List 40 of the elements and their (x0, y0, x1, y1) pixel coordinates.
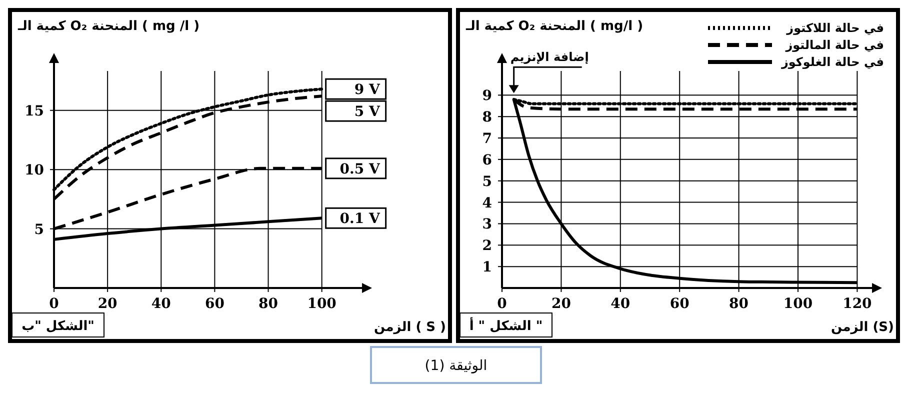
x-tick-label: 60 (670, 296, 690, 312)
text: الشكل " أ " (469, 317, 543, 334)
series-label: 0.1 V (340, 211, 381, 228)
y-tick-label: 1 (482, 260, 492, 276)
x-axis-title: الزمن ( S ) (374, 320, 446, 335)
x-tick-label: 0 (49, 296, 60, 312)
y-tick-label: 2 (482, 238, 492, 254)
y-tick-label: 9 (482, 88, 492, 104)
y-tick-label: 4 (482, 195, 492, 212)
x-tick-label: 80 (729, 296, 749, 312)
legend-label: في حالة اللاكتوز (786, 21, 884, 35)
y-tick-label: 15 (24, 103, 44, 120)
legend-label: في حالة الغلوكوز (780, 55, 884, 69)
x-tick-label: 20 (551, 296, 572, 312)
y-tick-label: 8 (482, 110, 492, 126)
series-label: 0.5 V (340, 161, 381, 178)
x-axis-title: الزمن (S) (831, 320, 894, 335)
x-tick-label: 60 (204, 296, 225, 312)
y-tick-label: 5 (34, 222, 44, 238)
y-tick-label: 7 (482, 131, 492, 147)
text: 9 V (354, 82, 381, 98)
y-axis-title: كمية الـ O₂ المنحنة ( mg /l ) (17, 19, 200, 34)
annotation: إضافة الإنزيم (510, 50, 589, 64)
x-tick-label: 40 (610, 296, 630, 312)
text: الوثيقة (1) (424, 358, 488, 374)
x-tick-label: 40 (151, 296, 172, 312)
y-tick-label: 3 (482, 216, 492, 233)
x-tick-label: 80 (258, 296, 278, 312)
y-axis-title: كمية الـ O₂ المنحنة ( mg/l ) (465, 19, 644, 34)
y-tick-label: 5 (482, 174, 492, 190)
text: الشكل "ب" (22, 319, 94, 334)
x-tick-label: 120 (842, 296, 872, 312)
x-tick-label: 20 (98, 296, 118, 312)
x-tick-label: 0 (497, 296, 508, 312)
legend-label: 5 V (354, 104, 381, 120)
x-tick-label: 100 (783, 296, 813, 312)
x-tick-label: 100 (307, 296, 337, 312)
legend-label: في حالة المالتوز (784, 38, 884, 52)
y-tick-label: 10 (24, 162, 44, 179)
y-tick-label: 6 (482, 152, 492, 168)
